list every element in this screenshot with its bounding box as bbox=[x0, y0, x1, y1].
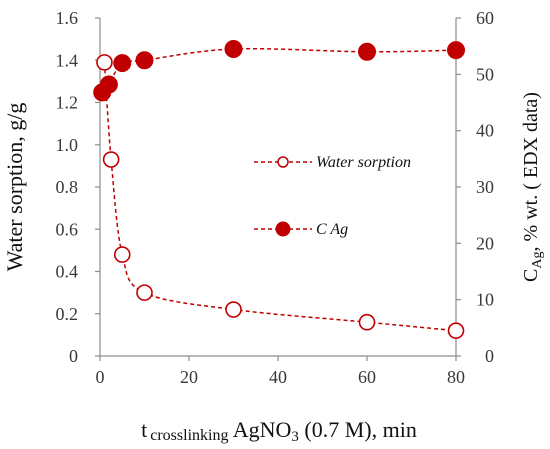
legend-entry-water-sorption: Water sorption bbox=[254, 154, 411, 171]
y-left-tick-label: 0.6 bbox=[56, 219, 79, 239]
y-right-tick-label: 10 bbox=[476, 290, 494, 310]
y-left-tick-label: 0.2 bbox=[56, 304, 79, 324]
x-tick-label: 40 bbox=[269, 367, 287, 387]
data-point-c-ag bbox=[224, 39, 243, 58]
x-ticks: 0 20 40 60 80 bbox=[96, 356, 465, 387]
x-tick-label: 0 bbox=[96, 367, 105, 387]
x-tick-label: 20 bbox=[180, 367, 198, 387]
y-right-tick-label: 30 bbox=[476, 177, 494, 197]
y-left-tick-label: 1.2 bbox=[56, 93, 79, 113]
legend-label-water-sorption: Water sorption bbox=[316, 154, 411, 171]
y-right-tick-label: 60 bbox=[476, 8, 494, 28]
legend-label-c-ag: C Ag bbox=[316, 221, 348, 238]
y-right-ticks: 0 10 20 30 40 50 60 bbox=[456, 8, 494, 366]
data-point-water-sorption bbox=[447, 322, 465, 339]
y-left-tick-label: 0 bbox=[69, 346, 78, 366]
y-left-tick-label: 1.6 bbox=[56, 8, 79, 28]
data-point-c-ag bbox=[135, 51, 154, 70]
data-point-water-sorption bbox=[96, 54, 113, 71]
y-left-tick-label: 1.4 bbox=[56, 50, 79, 70]
data-point-c-ag bbox=[358, 42, 376, 61]
data-point-water-sorption bbox=[136, 284, 153, 301]
x-tick-label: 60 bbox=[358, 367, 376, 387]
series-line-water-sorption bbox=[103, 62, 457, 332]
data-point-water-sorption bbox=[102, 151, 120, 168]
plot-area bbox=[99, 18, 457, 357]
series-layer bbox=[93, 39, 465, 339]
y-left-tick-label: 0.8 bbox=[56, 177, 79, 197]
y-left-tick-label: 0.4 bbox=[56, 262, 79, 282]
y-right-tick-label: 0 bbox=[485, 346, 494, 366]
y-right-tick-label: 50 bbox=[476, 64, 494, 84]
legend-entry-c-ag: C Ag bbox=[254, 221, 348, 238]
legend: Water sorption C Ag bbox=[254, 154, 411, 238]
y-right-axis-title: CAg, % wt. ( EDX data) bbox=[520, 92, 545, 282]
y-right-tick-label: 40 bbox=[476, 121, 494, 141]
legend-marker-c-ag bbox=[275, 221, 291, 237]
x-axis-title: t crosslinking AgNO3 (0.7 M), min bbox=[141, 417, 417, 445]
data-point-c-ag bbox=[99, 75, 118, 94]
series-line-c-ag bbox=[101, 47, 457, 93]
data-point-water-sorption bbox=[113, 246, 131, 263]
y-left-axis-title: Water sorption, g/g bbox=[2, 103, 27, 272]
data-point-c-ag bbox=[113, 54, 132, 73]
legend-marker-water-sorption bbox=[277, 156, 289, 168]
x-tick-label: 80 bbox=[447, 367, 465, 387]
data-point-c-ag bbox=[447, 41, 465, 60]
data-point-water-sorption bbox=[358, 313, 376, 331]
y-right-tick-label: 20 bbox=[476, 233, 494, 253]
y-left-tick-label: 1.0 bbox=[56, 135, 79, 155]
y-left-ticks: 0 0.2 0.4 0.6 0.8 1.0 1.2 1.4 1.6 bbox=[56, 8, 100, 366]
data-point-water-sorption bbox=[225, 301, 242, 318]
